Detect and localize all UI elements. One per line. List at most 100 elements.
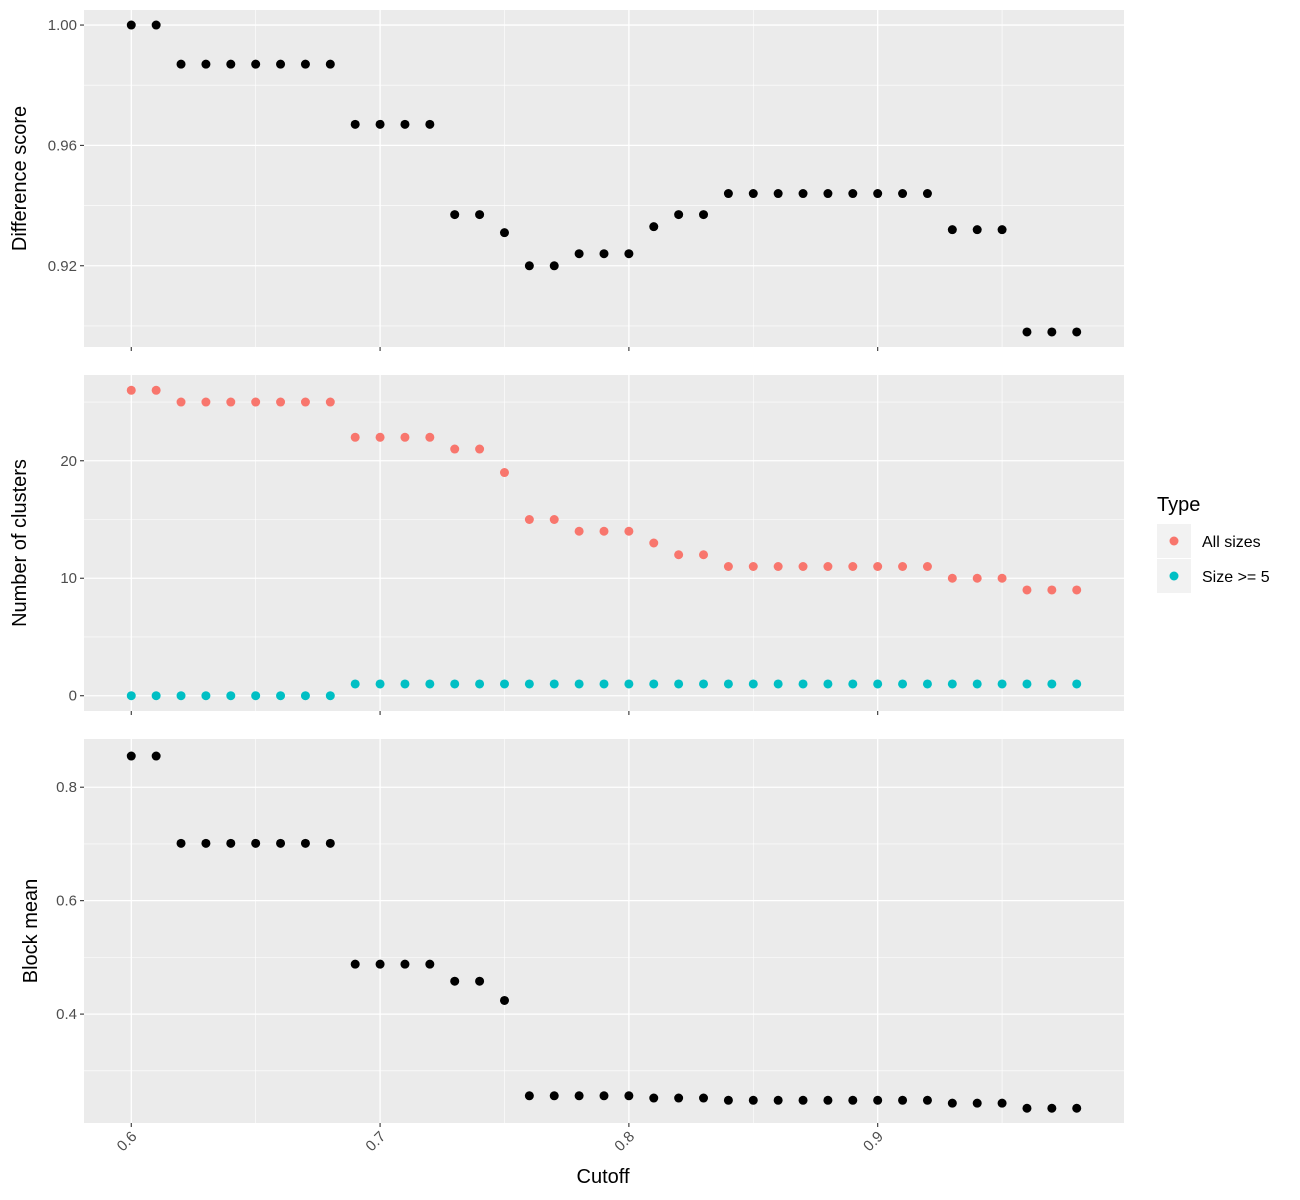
data-point (300, 397, 310, 407)
y-axis-title: Difference score (9, 106, 31, 251)
data-point (723, 679, 733, 689)
data-point (997, 1098, 1007, 1108)
data-point (873, 679, 883, 689)
data-point (1047, 585, 1057, 595)
data-point (873, 189, 883, 199)
data-point (325, 59, 335, 69)
data-point (276, 59, 286, 69)
data-point (475, 444, 485, 454)
data-point (524, 261, 534, 271)
data-point (947, 1098, 957, 1108)
data-point (649, 222, 659, 232)
data-point (723, 561, 733, 571)
data-point (574, 1091, 584, 1101)
data-point (823, 189, 833, 199)
data-point (1022, 679, 1032, 689)
data-point (599, 679, 609, 689)
data-point (798, 1095, 808, 1105)
x-tick-label: 0.9 (860, 1128, 887, 1155)
data-point (599, 1091, 609, 1101)
panel-top: 0.92 0.96 1.00 Difference score (9, 10, 1124, 351)
x-tick-label: 0.6 (114, 1128, 141, 1155)
data-point (1072, 327, 1082, 337)
data-point (176, 59, 186, 69)
data-point (375, 679, 385, 689)
data-point (1072, 679, 1082, 689)
data-point (649, 538, 659, 548)
data-point (674, 1093, 684, 1103)
data-point (674, 550, 684, 560)
series-points (126, 385, 1082, 595)
data-point (176, 838, 186, 848)
data-point (823, 679, 833, 689)
panel-background (84, 10, 1124, 347)
data-point (574, 679, 584, 689)
data-point (201, 397, 211, 407)
data-point (450, 210, 460, 220)
data-point (1047, 679, 1057, 689)
data-point (1047, 1103, 1057, 1113)
data-point (201, 59, 211, 69)
data-point (350, 119, 360, 129)
data-point (972, 1098, 982, 1108)
legend: Type All sizes Size >= 5 (1157, 494, 1270, 593)
data-point (375, 119, 385, 129)
data-point (450, 679, 460, 689)
data-point (499, 228, 509, 238)
data-point (176, 691, 186, 701)
data-point (226, 59, 236, 69)
data-point (300, 838, 310, 848)
data-point (400, 959, 410, 969)
data-point (574, 526, 584, 536)
data-point (499, 995, 509, 1005)
legend-label-size-5: Size >= 5 (1202, 569, 1270, 586)
y-axis-title: Number of clusters (9, 459, 31, 627)
y-tick-label: 1.00 (48, 17, 77, 34)
data-point (898, 1095, 908, 1105)
y-tick-label: 0.8 (56, 779, 77, 796)
y-tick-label: 0.92 (48, 258, 77, 275)
data-point (276, 691, 286, 701)
x-tick-label: 0.8 (611, 1128, 638, 1155)
panel-middle: 0 10 20 Number of clusters (9, 375, 1124, 715)
data-point (972, 225, 982, 235)
data-point (873, 1095, 883, 1105)
data-point (773, 1095, 783, 1105)
data-point (251, 59, 261, 69)
data-point (699, 210, 709, 220)
data-point (574, 249, 584, 259)
data-point (176, 397, 186, 407)
data-point (922, 679, 932, 689)
data-point (251, 397, 261, 407)
data-point (1072, 585, 1082, 595)
data-point (972, 573, 982, 583)
data-point (276, 838, 286, 848)
data-point (425, 959, 435, 969)
y-axis-title: Block mean (20, 879, 42, 984)
data-point (848, 1095, 858, 1105)
data-point (325, 397, 335, 407)
data-point (848, 189, 858, 199)
data-point (475, 976, 485, 986)
data-point (151, 691, 161, 701)
data-point (524, 1091, 534, 1101)
data-point (475, 679, 485, 689)
data-point (624, 679, 634, 689)
legend-key-size-5 (1169, 571, 1179, 581)
data-point (624, 1091, 634, 1101)
panel-bottom: 0.4 0.6 0.8 Block mean (20, 739, 1124, 1127)
data-point (798, 189, 808, 199)
data-point (425, 432, 435, 442)
data-point (126, 385, 136, 395)
data-point (400, 679, 410, 689)
data-point (699, 679, 709, 689)
data-point (226, 691, 236, 701)
data-point (226, 838, 236, 848)
data-point (748, 561, 758, 571)
data-point (699, 1093, 709, 1103)
data-point (898, 679, 908, 689)
data-point (748, 189, 758, 199)
data-point (201, 691, 211, 701)
data-point (400, 119, 410, 129)
